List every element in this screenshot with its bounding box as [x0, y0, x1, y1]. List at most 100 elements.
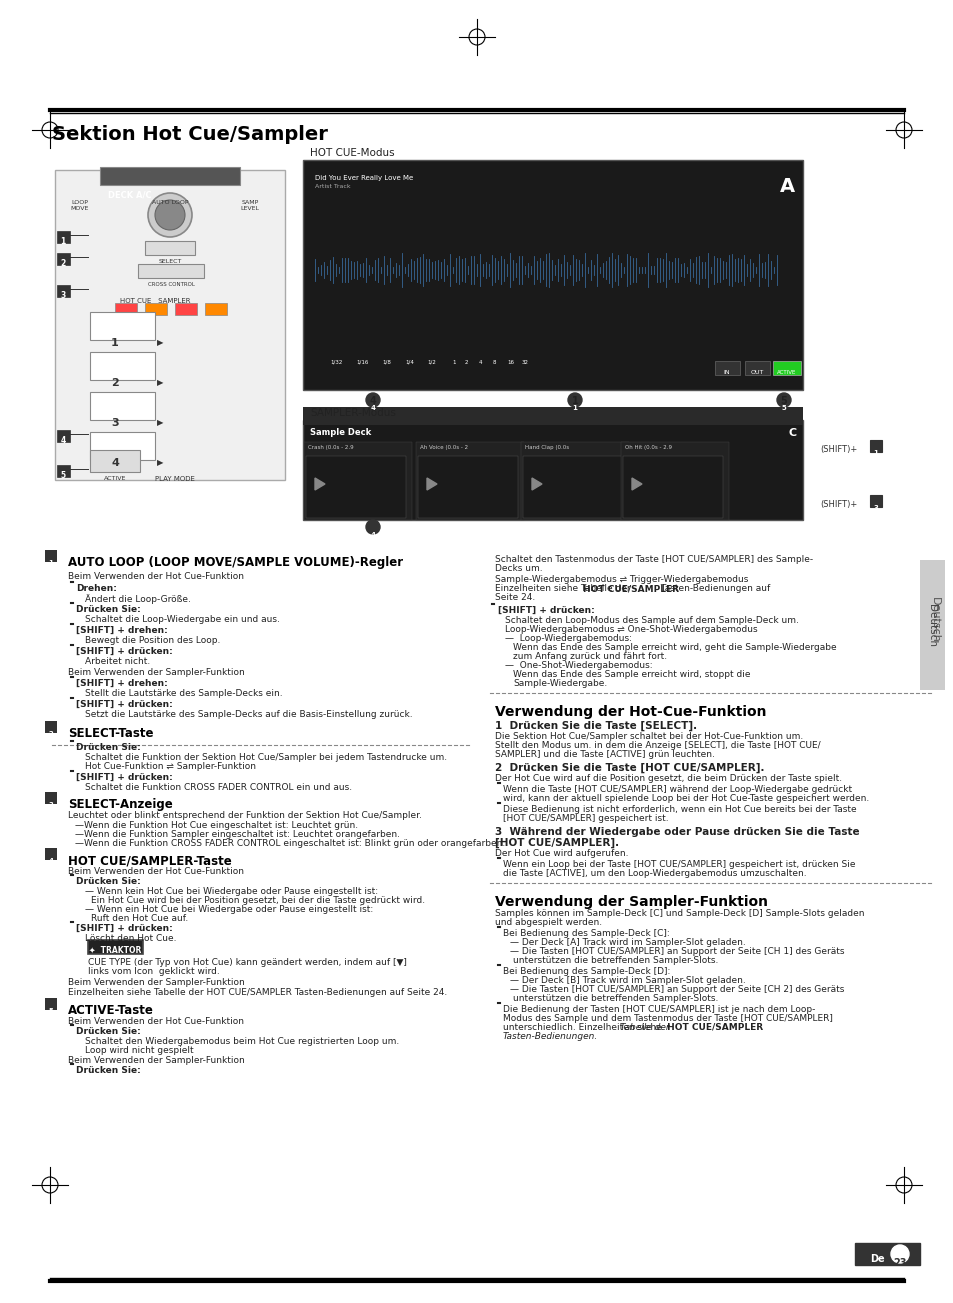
- Text: 3: 3: [873, 506, 878, 511]
- Text: Deutsch: Deutsch: [926, 603, 936, 646]
- Text: Tasten-Bedienungen.: Tasten-Bedienungen.: [502, 1032, 598, 1041]
- Text: ▶: ▶: [157, 337, 163, 347]
- Bar: [45, 721, 57, 734]
- Text: 4: 4: [60, 437, 66, 446]
- Text: 3: 3: [112, 418, 119, 427]
- Text: 2  Drücken Sie die Taste [HOT CUE/SAMPLER].: 2 Drücken Sie die Taste [HOT CUE/SAMPLER…: [495, 764, 763, 773]
- Text: Ein Hot Cue wird bei der Position gesetzt, bei der die Taste gedrückt wird.: Ein Hot Cue wird bei der Position gesetz…: [91, 896, 425, 906]
- Bar: [869, 440, 882, 452]
- Text: unterstützen die betreffenden Sampler-Slots.: unterstützen die betreffenden Sampler-Sl…: [513, 956, 718, 966]
- Text: Die Bedienung der Tasten [HOT CUE/SAMPLER] ist je nach dem Loop-: Die Bedienung der Tasten [HOT CUE/SAMPLE…: [502, 1005, 815, 1014]
- Text: SAMPLER-Modus: SAMPLER-Modus: [310, 408, 395, 418]
- Text: Bei Bedienung des Sample-Deck [D]:: Bei Bedienung des Sample-Deck [D]:: [502, 967, 670, 976]
- Text: SAMP
LEVEL: SAMP LEVEL: [240, 199, 259, 211]
- Bar: [45, 550, 57, 562]
- Text: 1: 1: [452, 360, 455, 365]
- Text: ACTIVE: ACTIVE: [104, 476, 126, 481]
- Text: Wenn das Ende des Sample erreicht wird, stoppt die: Wenn das Ende des Sample erreicht wird, …: [513, 670, 750, 679]
- Text: Diese Bedienung ist nicht erforderlich, wenn ein Hot Cue bereits bei der Taste: Diese Bedienung ist nicht erforderlich, …: [502, 805, 856, 814]
- Bar: [714, 361, 740, 375]
- Text: — Der Deck [B] Track wird im Sampler-Slot geladen.: — Der Deck [B] Track wird im Sampler-Slo…: [510, 976, 745, 985]
- Text: 4: 4: [370, 405, 375, 410]
- Text: Wenn die Funktion Hot Cue eingeschaltet ist: Leuchtet grün.: Wenn die Funktion Hot Cue eingeschaltet …: [84, 821, 357, 830]
- Text: HOT CUE-Modus: HOT CUE-Modus: [310, 149, 395, 158]
- Text: 1: 1: [873, 450, 878, 456]
- Text: 16: 16: [506, 360, 514, 365]
- Text: — Der Deck [A] Track wird im Sampler-Slot geladen.: — Der Deck [A] Track wird im Sampler-Slo…: [510, 938, 745, 947]
- Text: 1/2: 1/2: [427, 360, 436, 365]
- Bar: [416, 442, 523, 520]
- Text: 32: 32: [521, 360, 529, 365]
- Text: — Wenn kein Hot Cue bei Wiedergabe oder Pause eingestellt ist:: — Wenn kein Hot Cue bei Wiedergabe oder …: [85, 887, 377, 896]
- Text: 1/4: 1/4: [405, 360, 414, 365]
- Text: [SHIFT] + drücken:: [SHIFT] + drücken:: [76, 773, 172, 782]
- Text: die Taste [ACTIVE], um den Loop-Wiedergabemodus umzuschalten.: die Taste [ACTIVE], um den Loop-Wiederga…: [502, 869, 806, 878]
- Circle shape: [776, 394, 790, 407]
- Text: [SHIFT] + drücken:: [SHIFT] + drücken:: [76, 700, 172, 709]
- Text: 4: 4: [370, 532, 375, 538]
- Text: links vom Icon  geklickt wird.: links vom Icon geklickt wird.: [88, 967, 219, 976]
- Text: HOT CUE/SAMPLER: HOT CUE/SAMPLER: [663, 1023, 762, 1032]
- Polygon shape: [631, 478, 641, 490]
- Bar: [55, 169, 285, 480]
- Circle shape: [154, 199, 185, 231]
- Bar: [174, 304, 196, 315]
- Bar: [622, 456, 722, 519]
- Text: Wenn die Funktion Sampler eingeschaltet ist: Leuchtet orangefarben.: Wenn die Funktion Sampler eingeschaltet …: [84, 830, 399, 839]
- Text: Ah Voice (0.0s - 2: Ah Voice (0.0s - 2: [419, 446, 468, 450]
- Text: unterschiedlich. Einzelheiten siehe: unterschiedlich. Einzelheiten siehe: [502, 1023, 661, 1032]
- Bar: [57, 285, 70, 297]
- Bar: [303, 420, 802, 520]
- Text: Decks um.: Decks um.: [495, 564, 542, 573]
- Bar: [57, 465, 70, 477]
- Text: 23: 23: [892, 1257, 905, 1268]
- Bar: [304, 442, 412, 520]
- Text: [HOT CUE/SAMPLER].: [HOT CUE/SAMPLER].: [495, 838, 618, 848]
- Bar: [854, 1243, 919, 1265]
- Bar: [57, 231, 70, 242]
- Text: — Die Tasten [HOT CUE/SAMPLER] an Support der Seite [CH 2] des Geräts: — Die Tasten [HOT CUE/SAMPLER] an Suppor…: [510, 985, 843, 994]
- Text: 4: 4: [369, 396, 376, 407]
- Text: Loop-Wiedergabemodus ⇌ One-Shot-Wiedergabemodus: Loop-Wiedergabemodus ⇌ One-Shot-Wiederga…: [504, 625, 757, 635]
- Text: Seite 24.: Seite 24.: [495, 593, 535, 602]
- Text: 3: 3: [49, 803, 53, 808]
- Text: Sample Deck: Sample Deck: [310, 427, 371, 437]
- Text: Wenn ein Loop bei der Taste [HOT CUE/SAMPLER] gespeichert ist, drücken Sie: Wenn ein Loop bei der Taste [HOT CUE/SAM…: [502, 860, 855, 869]
- Text: —  Loop-Wiedergabemodus:: — Loop-Wiedergabemodus:: [504, 635, 631, 642]
- Text: zum Anfang zurück und fährt fort.: zum Anfang zurück und fährt fort.: [513, 652, 666, 661]
- Bar: [138, 265, 204, 278]
- Text: Drücken Sie:: Drücken Sie:: [76, 877, 141, 886]
- Text: Tabelle der: Tabelle der: [619, 1023, 669, 1032]
- Text: AUTO LOOP (LOOP MOVE/SAMPLE VOLUME)-Regler: AUTO LOOP (LOOP MOVE/SAMPLE VOLUME)-Regl…: [68, 556, 403, 569]
- Text: 1: 1: [60, 237, 66, 246]
- Text: 2: 2: [111, 378, 119, 388]
- Text: Oh Hit (0.0s - 2.9: Oh Hit (0.0s - 2.9: [624, 446, 671, 450]
- Text: Die Sektion Hot Cue/Sampler schaltet bei der Hot-Cue-Funktion um.: Die Sektion Hot Cue/Sampler schaltet bei…: [495, 732, 802, 741]
- Text: Modus des Sample und dem Tastenmodus der Taste [HOT CUE/SAMPLER]: Modus des Sample und dem Tastenmodus der…: [502, 1014, 832, 1023]
- Text: HOT CUE   SAMPLER: HOT CUE SAMPLER: [120, 298, 191, 304]
- Text: ACTIVE-Taste: ACTIVE-Taste: [68, 1005, 153, 1018]
- Text: 1: 1: [571, 396, 578, 407]
- Text: Schaltet die Loop-Wiedergabe ein und aus.: Schaltet die Loop-Wiedergabe ein und aus…: [85, 615, 279, 624]
- Text: AUTO LOOP: AUTO LOOP: [152, 199, 188, 205]
- Text: IN: IN: [723, 370, 730, 375]
- Text: HOT CUE/SAMPLER: HOT CUE/SAMPLER: [582, 584, 679, 593]
- Text: [SHIFT] + drücken:: [SHIFT] + drücken:: [76, 648, 172, 655]
- Text: Einzelheiten siehe Tabelle der: Einzelheiten siehe Tabelle der: [495, 584, 633, 593]
- Bar: [145, 304, 167, 315]
- Text: Sample-Wiedergabemodus ⇌ Trigger-Wiedergabemodus: Sample-Wiedergabemodus ⇌ Trigger-Wiederg…: [495, 575, 747, 584]
- Text: Der Hot Cue wird aufgerufen.: Der Hot Cue wird aufgerufen.: [495, 850, 628, 857]
- Bar: [100, 167, 240, 185]
- Text: CROSS CONTROL: CROSS CONTROL: [148, 281, 194, 287]
- Text: Stellt die Lautstärke des Sample-Decks ein.: Stellt die Lautstärke des Sample-Decks e…: [85, 689, 282, 698]
- Text: Leuchtet oder blinkt entsprechend der Funktion der Sektion Hot Cue/Sampler.: Leuchtet oder blinkt entsprechend der Fu…: [68, 810, 421, 820]
- Text: 1  Drücken Sie die Taste [SELECT].: 1 Drücken Sie die Taste [SELECT].: [495, 721, 697, 731]
- Bar: [90, 311, 154, 340]
- Circle shape: [890, 1244, 908, 1263]
- Bar: [45, 848, 57, 860]
- Text: 1/16: 1/16: [355, 360, 368, 365]
- Text: Bei Bedienung des Sample-Deck [C]:: Bei Bedienung des Sample-Deck [C]:: [502, 929, 669, 938]
- Bar: [620, 442, 728, 520]
- Bar: [744, 361, 769, 375]
- Bar: [115, 304, 137, 315]
